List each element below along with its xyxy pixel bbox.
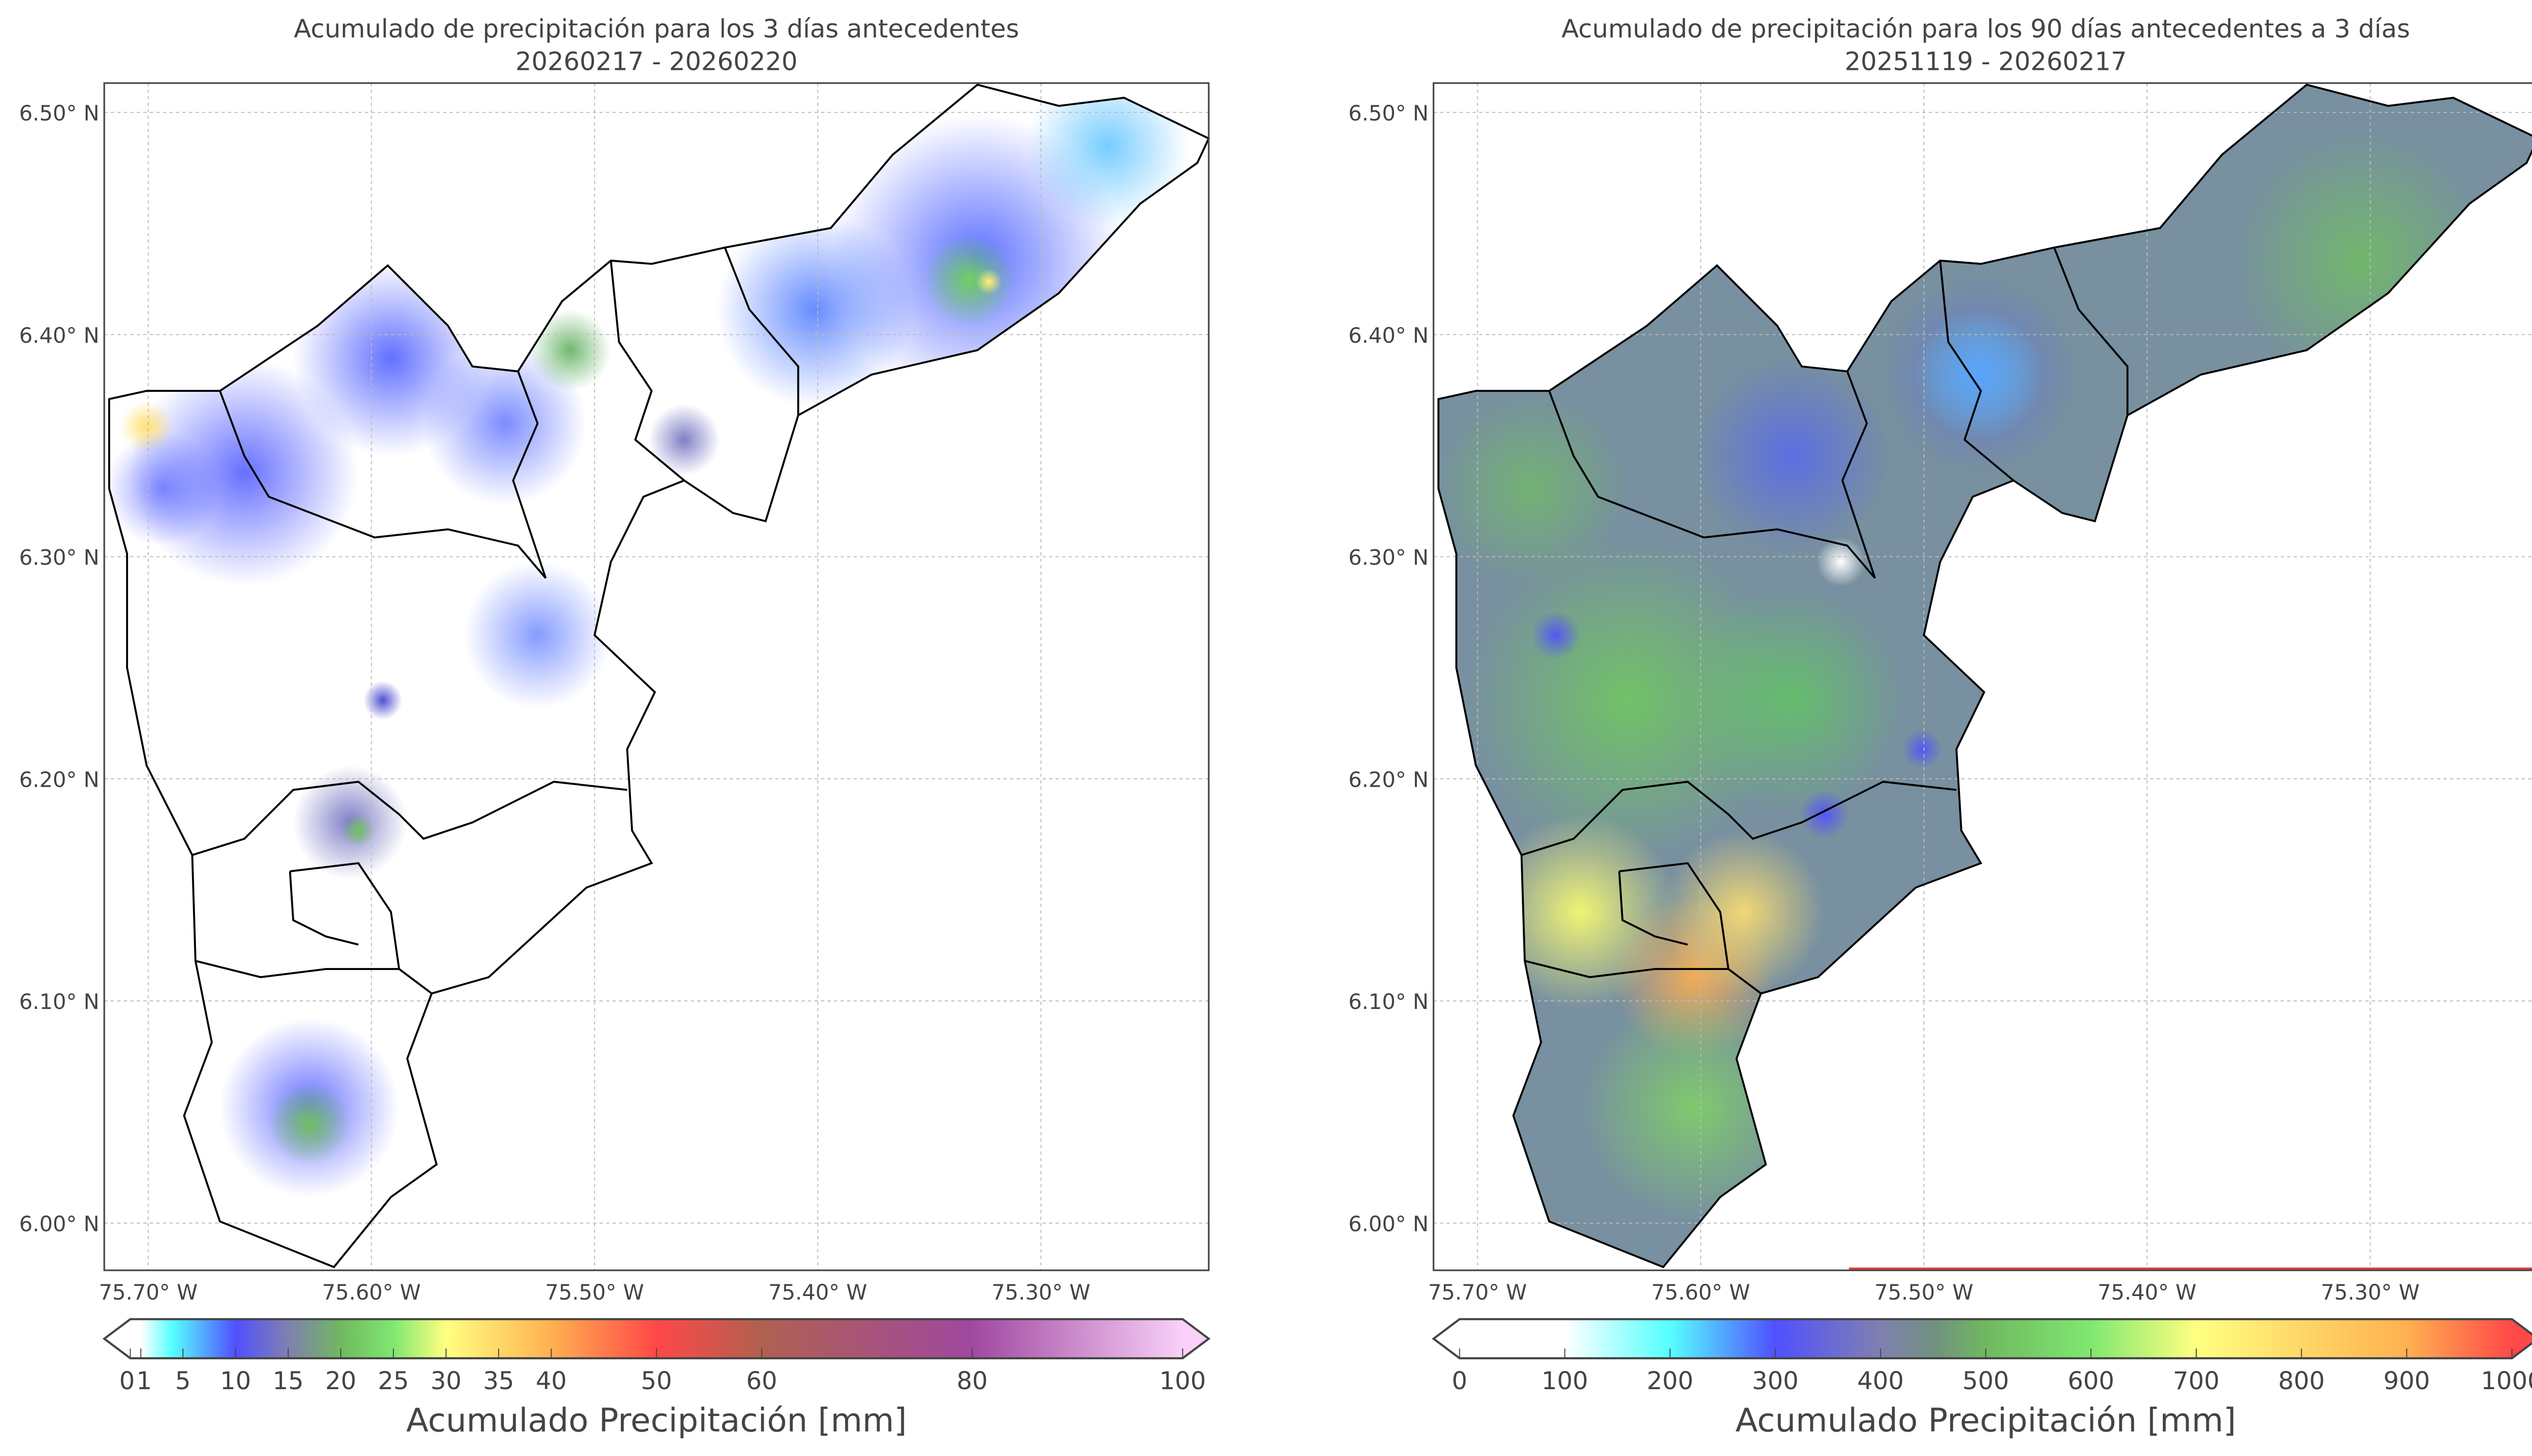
panel-title: Acumulado de precipitación para los 90 d…: [1561, 14, 2410, 44]
colorbar-extend-low: [104, 1319, 131, 1358]
field-blob: [717, 212, 913, 408]
y-tick-label: 6.10° N: [19, 989, 100, 1014]
colorbar-label: Acumulado Precipitación [mm]: [1735, 1402, 2236, 1440]
y-tick-label: 6.00° N: [1349, 1211, 1429, 1236]
field-blob: [109, 431, 220, 546]
y-tick-label: 6.40° N: [19, 323, 100, 348]
municipality-boundary: [610, 260, 685, 481]
field-blob: [464, 561, 611, 709]
municipality-boundary: [1524, 960, 1729, 979]
municipality-boundary: [1939, 260, 2014, 481]
y-tick-label: 6.30° N: [19, 545, 100, 570]
field-blob: [648, 403, 720, 476]
y-tick-label: 6.00° N: [19, 1211, 100, 1236]
field-blob: [975, 268, 1002, 295]
field-blob: [923, 234, 1015, 326]
x-tick-label: 75.60° W: [322, 1280, 421, 1305]
axes-frame: [1433, 82, 2532, 1271]
region-outline: [108, 84, 1210, 1269]
municipality-boundary: [1548, 390, 1876, 579]
colorbar-tick-label: 5: [175, 1367, 191, 1395]
municipality-boundary: [1618, 871, 1688, 946]
municipality-boundary: [2053, 247, 2129, 416]
colorbar-tick-label: 900: [2384, 1367, 2430, 1395]
municipality-boundary: [195, 960, 400, 979]
field-blob: [1661, 830, 1825, 994]
colorbar-tick-label: 20: [325, 1367, 356, 1395]
region-outline: [1437, 84, 2532, 1269]
y-tick-label: 6.20° N: [19, 767, 100, 792]
map-panel-90-days: Acumulado de precipitación para los 90 d…: [1349, 14, 2532, 1440]
field-blob: [1531, 611, 1580, 660]
colorbar-tick-label: 0: [120, 1367, 135, 1395]
colorbar-tick-label: 300: [1752, 1367, 1799, 1395]
x-tick-label: 75.40° W: [768, 1280, 867, 1305]
colorbar-tick-label: 1000: [2481, 1367, 2532, 1395]
panel-subtitle: 20251119 - 20260217: [1845, 47, 2127, 76]
colorbar-tick-label: 30: [430, 1367, 461, 1395]
field-blob: [1881, 276, 2077, 472]
colorbar-tick-label: 400: [1857, 1367, 1904, 1395]
y-tick-label: 6.50° N: [19, 101, 100, 126]
colorbar-tick-label: 100: [1159, 1367, 1206, 1395]
municipality-boundary: [1619, 862, 1762, 994]
y-tick-label: 6.40° N: [1349, 323, 1429, 348]
colorbar-tick-label: 1: [136, 1367, 152, 1395]
colorbar-tick-label: 100: [1541, 1367, 1588, 1395]
colorbar-extend-high: [2512, 1319, 2532, 1358]
colorbar-label: Acumulado Precipitación [mm]: [406, 1402, 907, 1440]
municipality-boundary: [290, 862, 432, 994]
colorbar-tick-label: 50: [641, 1367, 672, 1395]
municipality-boundary: [289, 871, 359, 946]
colorbar-tick-label: 10: [220, 1367, 251, 1395]
field-blob: [1694, 358, 1890, 554]
colorbar-tick-label: 800: [2278, 1367, 2325, 1395]
field-blob: [1438, 391, 1629, 587]
colorbar-extend-low: [1433, 1319, 1460, 1358]
colorbar-tick-label: 700: [2173, 1367, 2220, 1395]
map-panel-3-days: Acumulado de precipitación para los 3 dí…: [19, 14, 1211, 1440]
colorbar-tick-label: 25: [378, 1367, 409, 1395]
municipality-boundary: [1521, 781, 1957, 856]
y-tick-label: 6.30° N: [1349, 545, 1429, 570]
colorbar-tick-label: 60: [746, 1367, 777, 1395]
x-tick-label: 75.50° W: [545, 1280, 644, 1305]
x-tick-label: 75.30° W: [992, 1280, 1090, 1305]
x-tick-label: 75.70° W: [99, 1280, 197, 1305]
field-blob: [1816, 537, 1866, 587]
field-blob: [1800, 790, 1849, 839]
colorbar-tick-label: 200: [1647, 1367, 1693, 1395]
colorbar-extend-high: [1182, 1319, 1209, 1358]
colorbar-tick-label: 500: [1962, 1367, 2009, 1395]
field-blob: [342, 814, 375, 847]
colorbar-tick-label: 35: [483, 1367, 514, 1395]
y-tick-label: 6.50° N: [1349, 101, 1429, 126]
municipality-boundary: [219, 390, 547, 579]
municipality-boundary: [512, 371, 547, 579]
municipality-boundary: [1841, 371, 1876, 579]
panel-title: Acumulado de precipitación para los 3 dí…: [294, 14, 1019, 44]
y-tick-label: 6.10° N: [1349, 989, 1429, 1014]
x-tick-label: 75.70° W: [1428, 1280, 1527, 1305]
x-tick-label: 75.60° W: [1651, 1280, 1750, 1305]
axes-frame: [103, 82, 1210, 1271]
field-blob: [363, 680, 403, 720]
colorbar-tick-label: 80: [957, 1367, 987, 1395]
municipality-boundary: [724, 247, 800, 416]
panel-subtitle: 20260217 - 20260220: [516, 47, 798, 76]
x-tick-label: 75.50° W: [1874, 1280, 1973, 1305]
field-blob: [529, 309, 611, 391]
municipality-boundary: [192, 781, 627, 856]
y-tick-label: 6.20° N: [1349, 767, 1429, 792]
x-tick-label: 75.30° W: [2321, 1280, 2420, 1305]
colorbar-tick-label: 600: [2068, 1367, 2114, 1395]
colorbar-tick-label: 15: [272, 1367, 303, 1395]
field-blob: [1678, 586, 1906, 815]
field-blob: [268, 1083, 350, 1165]
x-tick-label: 75.40° W: [2098, 1280, 2196, 1305]
colorbar-tick-label: 40: [536, 1367, 567, 1395]
colorbar-tick-label: 0: [1452, 1367, 1468, 1395]
field-blob: [1903, 730, 1942, 769]
